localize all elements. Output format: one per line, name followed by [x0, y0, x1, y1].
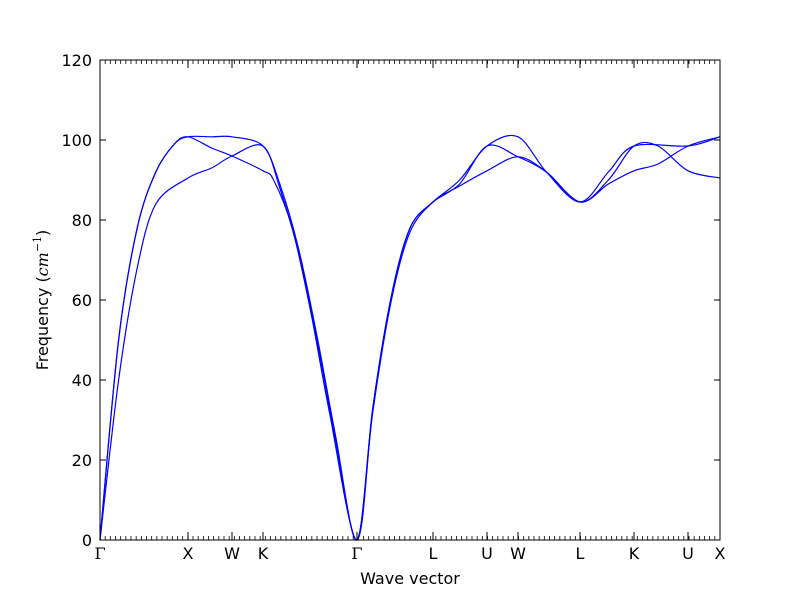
y-tick-label: 100	[61, 131, 92, 150]
x-tick-label: K	[258, 544, 269, 563]
plot-frame	[99, 59, 721, 541]
y-tick-label: 20	[72, 451, 92, 470]
series-lines	[99, 134, 721, 541]
y-tick-label: 40	[72, 371, 92, 390]
x-tick-label: U	[481, 544, 493, 563]
x-tick-label: W	[224, 544, 240, 563]
y-axis-label: Frequency (cm−1)	[31, 230, 52, 371]
x-tick-label: U	[682, 544, 694, 563]
y-tick-label: 120	[61, 51, 92, 70]
x-tick-label: X	[182, 544, 193, 563]
y-tick-label: 0	[82, 531, 92, 550]
y-tick-label: 60	[72, 291, 92, 310]
x-tick-label: L	[429, 544, 438, 563]
x-tick-label: Γ	[94, 544, 105, 563]
x-tick-label: X	[715, 544, 726, 563]
x-tick-label: Γ	[351, 544, 362, 563]
x-tick-label: L	[576, 544, 585, 563]
series-line-3	[99, 136, 721, 541]
series-line-1	[99, 136, 721, 541]
y-axis-label-close: )	[33, 230, 52, 236]
y-axis-label-exponent: −1	[31, 236, 44, 252]
y-axis-label-text: Frequency (	[33, 276, 52, 370]
y-tick-label: 80	[72, 211, 92, 230]
x-tick-label: W	[510, 544, 526, 563]
x-axis-label: Wave vector	[360, 569, 460, 588]
y-tick-labels: 0 20 40 60 80 100 120	[61, 51, 92, 550]
series-line-2	[99, 134, 721, 541]
x-tick-label: K	[629, 544, 640, 563]
axis-ticks	[99, 59, 721, 541]
y-axis-label-unit: cm	[33, 252, 52, 276]
